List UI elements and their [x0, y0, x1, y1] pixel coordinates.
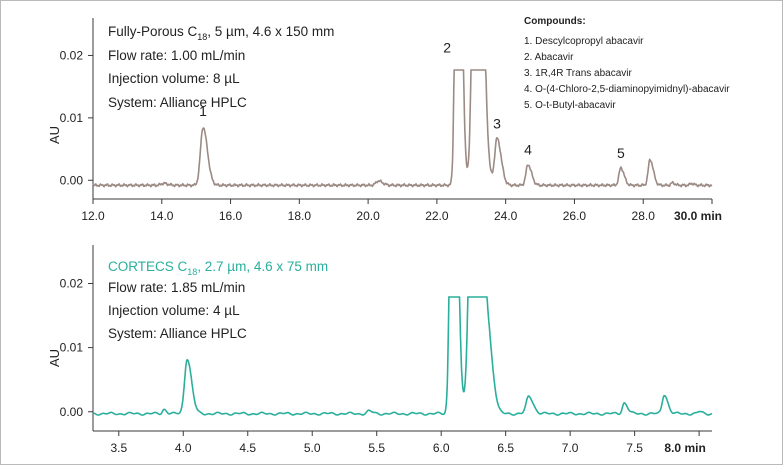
x-tick-label: 6.0 — [433, 441, 450, 455]
bottom-column-annotation: CORTECS C18, 2.7 µm, 4.6 x 75 mm Flow ra… — [108, 259, 328, 341]
x-tick-label: 22.0 — [425, 209, 449, 223]
y-tick-label: 0.02 — [60, 276, 84, 290]
peak-label: 5 — [617, 145, 625, 161]
bottom-axes — [88, 245, 712, 436]
peak-label: 2 — [443, 39, 451, 55]
x-tick-label: 8.0 min — [664, 441, 705, 455]
top-tick-labels: 12.0 14.0 16.0 18.0 20.0 22.0 24.0 26.0 28.0 30.0… — [60, 48, 722, 223]
y-tick-label: 0.00 — [60, 173, 84, 187]
y-tick-label: 0.01 — [60, 111, 84, 125]
bottom-trace-line — [93, 296, 713, 416]
x-tick-label: 30.0 min — [674, 209, 722, 223]
compound-legend-item: 1. Descylcopropyl abacavir — [524, 36, 644, 47]
x-tick-label: 5.0 — [304, 441, 321, 455]
y-tick-label: 0.02 — [60, 48, 84, 62]
x-tick-label: 4.5 — [239, 441, 256, 455]
x-tick-label: 28.0 — [632, 209, 656, 223]
bottom-injection-volume: Injection volume: 4 µL — [108, 303, 240, 318]
x-tick-label: 6.5 — [497, 441, 514, 455]
top-trace-line — [92, 69, 713, 188]
top-y-axis-label: AU — [47, 126, 62, 144]
x-tick-label: 12.0 — [81, 209, 105, 223]
x-tick-label: 20.0 — [356, 209, 380, 223]
x-tick-label: 24.0 — [494, 209, 518, 223]
top-column-annotation: Fully-Porous C18, 5 µm, 4.6 x 150 mm Flo… — [108, 24, 334, 110]
bottom-tick-labels: 3.5 4.0 4.5 5.0 5.5 6.0 6.5 7.0 7.5 8.0 min 0.00 0.… — [60, 276, 706, 455]
top-column-name: Fully-Porous C18, 5 µm, 4.6 x 150 mm — [108, 24, 334, 42]
x-tick-label: 14.0 — [150, 209, 174, 223]
x-tick-label: 4.0 — [175, 441, 192, 455]
bottom-system: System: Alliance HPLC — [108, 326, 247, 341]
y-tick-label: 0.01 — [60, 341, 84, 355]
peak-label: 4 — [524, 142, 532, 158]
x-tick-label: 7.5 — [626, 441, 643, 455]
top-injection-volume: Injection volume: 8 µL — [108, 71, 240, 86]
compound-legend-heading: Compounds: — [524, 16, 586, 27]
y-tick-label: 0.00 — [60, 405, 84, 419]
peak-label: 3 — [493, 115, 501, 131]
bottom-flow-rate: Flow rate: 1.85 mL/min — [108, 280, 245, 295]
compound-legend-item: 2. Abacavir — [524, 52, 574, 63]
compound-legend-item: 4. O-(4-Chloro-2,5-diaminopyimidnyl)-aba… — [524, 84, 730, 95]
x-tick-label: 3.5 — [110, 441, 127, 455]
top-peak-labels: 1 2 3 4 5 — [199, 39, 625, 160]
bottom-y-axis-label: AU — [47, 349, 62, 367]
x-tick-label: 7.0 — [562, 441, 579, 455]
bottom-column-name: CORTECS C18, 2.7 µm, 4.6 x 75 mm — [108, 259, 328, 277]
compound-legend-item: 3. 1R,4R Trans abacavir — [524, 68, 632, 79]
bottom-chart: 3.5 4.0 4.5 5.0 5.5 6.0 6.5 7.0 7.5 8.0 min 0.00 0.… — [47, 245, 713, 455]
x-tick-label: 26.0 — [563, 209, 587, 223]
x-tick-label: 5.5 — [368, 441, 385, 455]
compound-legend: Compounds: 1. Descylcopropyl abacavir 2.… — [524, 16, 730, 111]
top-axes — [88, 18, 713, 204]
peak-label: 1 — [199, 103, 207, 119]
x-tick-label: 16.0 — [219, 209, 243, 223]
x-tick-label: 18.0 — [288, 209, 312, 223]
top-flow-rate: Flow rate: 1.00 mL/min — [108, 48, 245, 63]
compound-legend-item: 5. O-t-Butyl-abacavir — [524, 100, 616, 111]
top-system: System: Alliance HPLC — [108, 95, 247, 110]
top-chart: 12.0 14.0 16.0 18.0 20.0 22.0 24.0 26.0 28.0 30.0… — [47, 16, 730, 223]
